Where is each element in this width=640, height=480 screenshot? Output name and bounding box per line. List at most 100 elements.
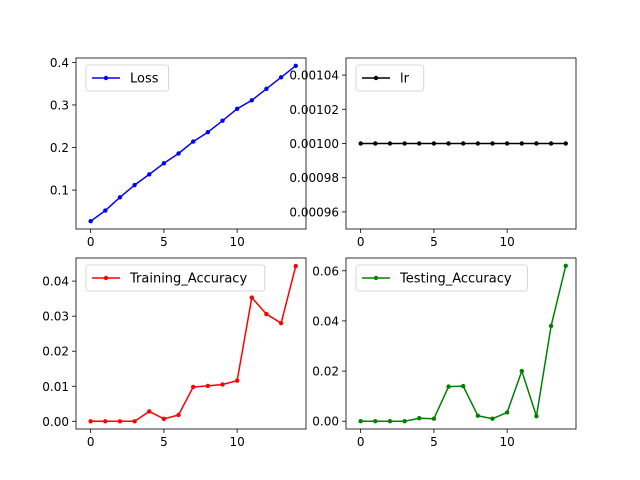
data-point — [534, 141, 539, 146]
data-point — [190, 139, 196, 144]
legend-box — [85, 64, 169, 92]
data-point — [234, 106, 240, 111]
data-point — [249, 98, 254, 103]
data-point — [293, 263, 298, 269]
data-point — [490, 416, 495, 421]
data-point — [548, 141, 554, 146]
data-point — [161, 416, 167, 422]
data-point — [103, 208, 108, 213]
data-point — [249, 295, 254, 300]
data-point — [264, 86, 269, 91]
data-point — [490, 141, 495, 146]
data-point — [387, 141, 393, 146]
data-point — [264, 311, 269, 317]
legend: lr — [355, 64, 425, 92]
data-point — [519, 141, 524, 146]
legend-box — [355, 264, 528, 292]
data-point — [220, 118, 225, 123]
x-tick-label: 0 — [357, 435, 365, 449]
legend-label: Testing_Accuracy — [399, 272, 512, 287]
x-tick-label: 5 — [430, 435, 438, 449]
data-point — [220, 382, 225, 387]
legend-marker — [373, 75, 379, 81]
data-point — [504, 410, 510, 415]
legend-marker — [373, 275, 379, 281]
x-tick-label: 0 — [357, 235, 365, 249]
data-point — [563, 141, 568, 146]
data-point — [402, 419, 407, 424]
x-tick-label: 5 — [160, 235, 168, 249]
data-point — [190, 384, 196, 390]
data-point — [132, 419, 137, 424]
data-point — [176, 412, 181, 418]
y-tick-label: 0.00102 — [289, 103, 339, 117]
legend: Testing_Accuracy — [355, 264, 528, 292]
data-point — [446, 141, 451, 146]
y-tick-label: 0.01 — [42, 380, 69, 394]
data-point — [161, 161, 167, 166]
data-point — [117, 419, 123, 424]
x-tick-label: 5 — [160, 435, 168, 449]
axes-frame — [345, 57, 577, 230]
legend-label: Loss — [130, 72, 159, 87]
subplot-1: 0 5 10 0.1 0.2 0.3 0.4 Loss — [50, 56, 307, 249]
subplot-2: 0 5 10 0.00096 0.00098 0.00100 0.00102 0.00104 l… — [289, 57, 577, 249]
x-tick-label: 5 — [430, 235, 438, 249]
data-point — [475, 413, 481, 418]
data-point — [548, 323, 554, 329]
x-tick-label: 10 — [500, 435, 515, 449]
x-tick-label: 0 — [87, 235, 95, 249]
data-point — [373, 141, 378, 146]
data-point — [460, 141, 466, 146]
data-point — [446, 384, 451, 389]
data-point — [293, 63, 298, 68]
data-point — [132, 182, 137, 188]
y-tick-label: 0.00 — [312, 415, 339, 429]
data-point — [117, 195, 123, 200]
axes-frame — [75, 257, 307, 430]
x-tick-label: 10 — [500, 235, 515, 249]
y-tick-label: 0.3 — [50, 98, 69, 112]
data-point — [234, 378, 240, 383]
y-tick-label: 0.1 — [50, 184, 69, 198]
legend-label: Training_Accuracy — [129, 272, 247, 287]
legend: Training_Accuracy — [85, 264, 266, 292]
data-point — [103, 419, 108, 424]
x-tick-label: 10 — [230, 435, 245, 449]
data-point — [278, 75, 284, 80]
data-point — [358, 141, 363, 146]
data-point — [563, 263, 568, 268]
y-tick-label: 0.02 — [312, 365, 339, 379]
legend-marker — [103, 75, 109, 81]
data-point — [402, 141, 407, 146]
y-tick-label: 0.04 — [42, 275, 69, 289]
axes-frame — [75, 57, 307, 230]
data-point — [205, 383, 211, 389]
axes-frame — [345, 257, 577, 430]
data-point — [504, 141, 510, 146]
legend-box — [85, 264, 266, 292]
data-point — [358, 419, 363, 424]
data-point — [417, 416, 422, 421]
data-point — [88, 219, 93, 224]
data-point — [147, 409, 152, 414]
x-tick-label: 0 — [87, 435, 95, 449]
y-tick-label: 0.2 — [50, 141, 69, 155]
data-point — [475, 141, 481, 146]
data-point — [519, 368, 524, 374]
y-tick-label: 0.06 — [312, 264, 339, 278]
y-tick-label: 0.02 — [42, 345, 69, 359]
y-tick-label: 0.00100 — [289, 137, 339, 151]
y-tick-label: 0.00104 — [289, 69, 339, 83]
legend: Loss — [85, 64, 169, 92]
data-point — [205, 130, 211, 135]
data-point — [147, 172, 152, 177]
subplot-4: 0 5 10 0.00 0.02 0.04 0.06 Testing_Accuracy — [312, 257, 577, 449]
y-tick-label: 0.03 — [42, 310, 69, 324]
data-point — [176, 151, 181, 156]
data-point — [431, 141, 437, 146]
data-point — [88, 419, 93, 424]
data-point — [373, 419, 378, 424]
x-tick-label: 10 — [230, 235, 245, 249]
